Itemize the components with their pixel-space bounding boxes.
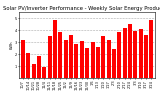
Bar <box>96 47 100 78</box>
Bar <box>80 41 84 78</box>
Y-axis label: kWh: kWh <box>9 41 13 49</box>
Bar <box>144 35 148 78</box>
Bar <box>37 56 41 78</box>
Bar <box>107 40 111 78</box>
Bar <box>48 36 52 78</box>
Bar <box>75 44 79 78</box>
Bar <box>91 42 95 78</box>
Bar <box>101 36 105 78</box>
Bar <box>112 49 116 78</box>
Bar <box>123 28 127 78</box>
Bar <box>69 35 73 78</box>
Bar <box>149 20 153 78</box>
Bar <box>64 40 68 78</box>
Bar <box>26 53 30 78</box>
Bar <box>139 29 143 78</box>
Bar <box>117 32 121 78</box>
Bar <box>21 40 25 78</box>
Bar <box>42 67 46 78</box>
Title: Solar PV/Inverter Performance - Weekly Solar Energy Production: Solar PV/Inverter Performance - Weekly S… <box>3 6 160 11</box>
Bar <box>32 64 36 78</box>
Bar <box>85 48 89 78</box>
Bar <box>133 31 137 78</box>
Bar <box>128 24 132 78</box>
Bar <box>53 20 57 78</box>
Bar <box>58 32 62 78</box>
